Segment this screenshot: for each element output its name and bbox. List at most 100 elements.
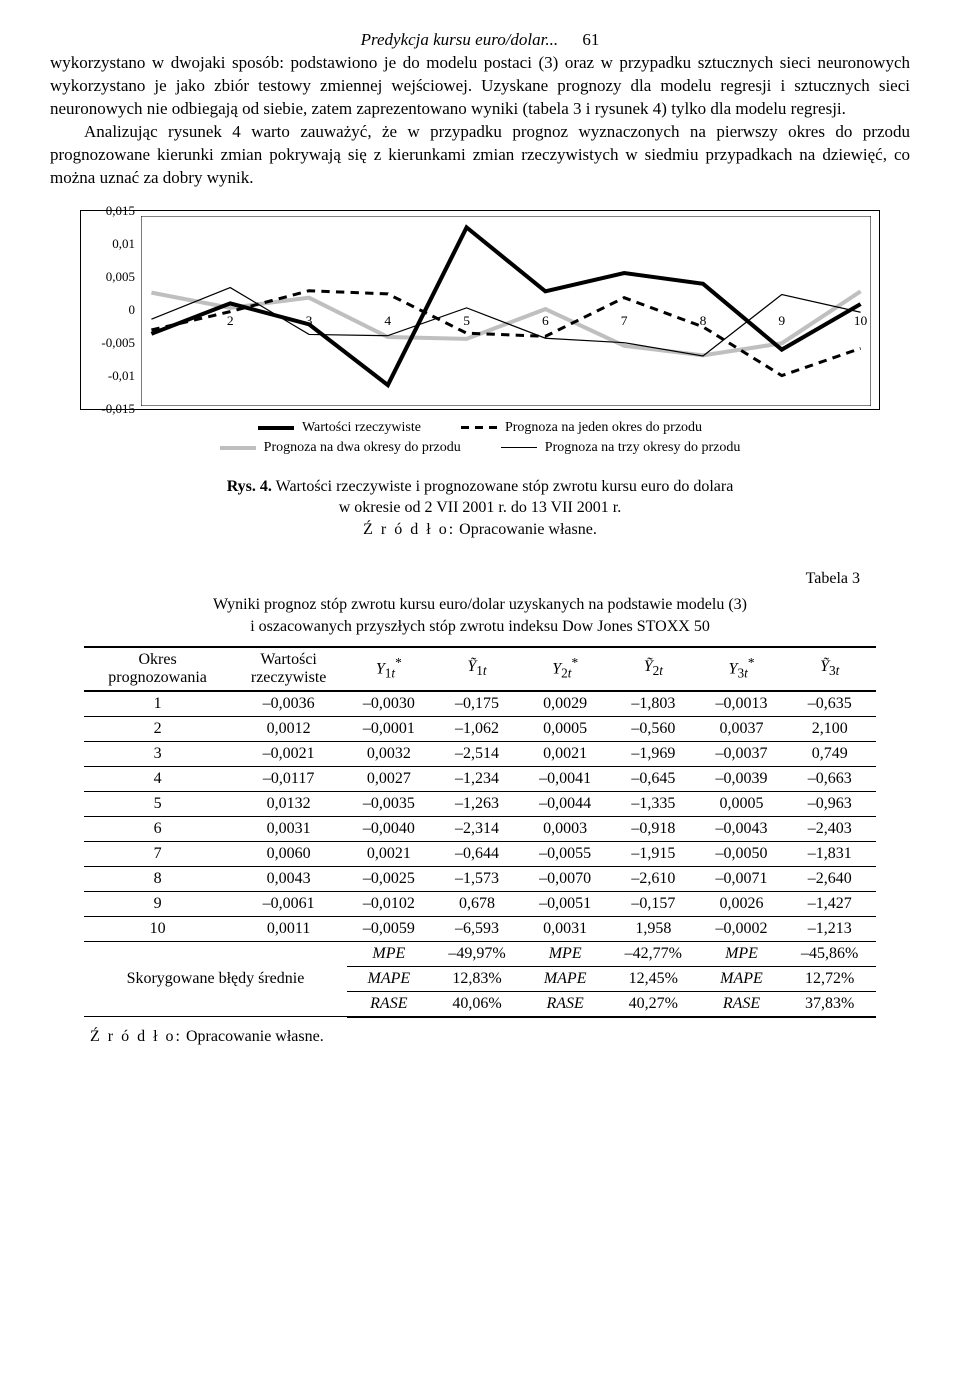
table-row: 1–0,0036–0,0030–0,1750,0029–1,803–0,0013… [84,691,875,717]
table-cell: 0,0031 [231,816,347,841]
table-cell: –1,213 [784,916,876,941]
figure-caption: Rys. 4. Wartości rzeczywiste i prognozow… [50,476,910,541]
table-footer-cell: MPE [347,941,432,966]
table-header-cell: Y2t* [523,647,608,691]
table-cell: –0,0041 [523,766,608,791]
table-header-cell: Ỹ1t [431,647,523,691]
table-cell: –2,640 [784,866,876,891]
svg-text:5: 5 [463,313,470,328]
legend-swatch-one [461,426,497,429]
table-cell: 0,0037 [699,716,784,741]
table-cell: 0,0011 [231,916,347,941]
table-cell: –2,403 [784,816,876,841]
table-row: 4–0,01170,0027–1,234–0,0041–0,645–0,0039… [84,766,875,791]
table-row: 70,00600,0021–0,644–0,0055–1,915–0,0050–… [84,841,875,866]
table-footer-cell: –49,97% [431,941,523,966]
table-row: 50,0132–0,0035–1,263–0,0044–1,3350,0005–… [84,791,875,816]
svg-text:6: 6 [542,313,549,328]
table-footer-cell: 12,83% [431,966,523,991]
table-footer-cell: MAPE [523,966,608,991]
table-cell: –0,0070 [523,866,608,891]
table-footer-cell: RASE [523,991,608,1017]
legend-swatch-three [501,447,537,448]
legend-item-two: Prognoza na dwa okresy do przodu [220,440,461,456]
table-cell: –0,0002 [699,916,784,941]
table-caption-line2: i oszacowanych przyszłych stóp zwrotu in… [250,618,710,635]
body-paragraphs: wykorzystano w dwojaki sposób: podstawio… [50,52,910,190]
table-cell: –2,514 [431,741,523,766]
table-cell: –0,0117 [231,766,347,791]
table-header-cell: Okresprognozowania [84,647,230,691]
table-footer-cell: 12,72% [784,966,876,991]
bottom-source: Ź r ó d ł o: Opracowanie własne. [90,1028,910,1046]
table-cell: 5 [84,791,230,816]
table-footer-cell: 40,06% [431,991,523,1017]
table-cell: –0,560 [607,716,699,741]
table-cell: –0,0021 [231,741,347,766]
running-title: Predykcja kursu euro/dolar... [361,30,559,49]
figure-caption-line2: w okresie od 2 VII 2001 r. do 13 VII 200… [339,499,622,516]
table-cell: –0,0001 [347,716,432,741]
table-cell: 0,0021 [347,841,432,866]
table-cell: 2 [84,716,230,741]
svg-text:10: 10 [854,313,868,328]
table-cell: 0,0027 [347,766,432,791]
page-number: 61 [582,30,599,49]
table-footer-label: Skorygowane błędy średnie [84,941,346,1017]
legend-item-three: Prognoza na trzy okresy do przodu [501,440,741,456]
paragraph-2: Analizując rysunek 4 warto zauważyć, że … [50,121,910,190]
table-footer-cell: 40,27% [607,991,699,1017]
table-cell: –2,314 [431,816,523,841]
table-cell: 0,0060 [231,841,347,866]
svg-text:2: 2 [227,313,234,328]
table-cell: 7 [84,841,230,866]
table-cell: –0,157 [607,891,699,916]
figure-source-text: Opracowanie własne. [459,521,597,538]
chart-ytick: 0,01 [112,236,135,252]
legend-label-three: Prognoza na trzy okresy do przodu [545,440,741,456]
paragraph-1: wykorzystano w dwojaki sposób: podstawio… [50,52,910,121]
table-cell: 0,0026 [699,891,784,916]
table-caption: Wyniki prognoz stóp zwrotu kursu euro/do… [50,594,910,637]
table-footer-cell: MPE [699,941,784,966]
legend-swatch-two [220,446,256,450]
table-cell: 0,0031 [523,916,608,941]
legend-swatch-actual [258,426,294,430]
table-cell: –6,593 [431,916,523,941]
table-cell: –0,0044 [523,791,608,816]
line-chart: 2345678910 [141,216,871,406]
table-footer-cell: MAPE [347,966,432,991]
table-cell: –0,663 [784,766,876,791]
table-cell: –0,0025 [347,866,432,891]
bottom-source-text: Opracowanie własne. [186,1028,324,1045]
svg-text:8: 8 [700,313,707,328]
table-cell: –0,0043 [699,816,784,841]
table-cell: 0,0029 [523,691,608,717]
table-cell: –1,427 [784,891,876,916]
svg-text:4: 4 [384,313,391,328]
legend-item-one: Prognoza na jeden okres do przodu [461,420,702,436]
table-footer-cell: –42,77% [607,941,699,966]
table-footer-cell: –45,86% [784,941,876,966]
table-cell: –0,644 [431,841,523,866]
figure-caption-line1: Wartości rzeczywiste i prognozowane stóp… [276,478,734,495]
legend-label-two: Prognoza na dwa okresy do przodu [264,440,461,456]
table-header-cell: Ỹ3t [784,647,876,691]
table-cell: –0,0035 [347,791,432,816]
table-cell: –0,635 [784,691,876,717]
chart-ytick: 0,015 [106,203,135,219]
table-footer-cell: MPE [523,941,608,966]
table-cell: –0,0055 [523,841,608,866]
table-cell: –1,234 [431,766,523,791]
table-footer-cell: 37,83% [784,991,876,1017]
table-header-cell: Wartościrzeczywiste [231,647,347,691]
table-cell: 1 [84,691,230,717]
table-cell: 0,749 [784,741,876,766]
chart-ytick: -0,015 [101,401,135,417]
chart-legend: Wartości rzeczywiste Prognoza na jeden o… [110,420,850,456]
chart-ytick: -0,005 [101,335,135,351]
table-cell: 0,0012 [231,716,347,741]
table-cell: –0,645 [607,766,699,791]
table-cell: –0,0036 [231,691,347,717]
table-cell: –0,0050 [699,841,784,866]
